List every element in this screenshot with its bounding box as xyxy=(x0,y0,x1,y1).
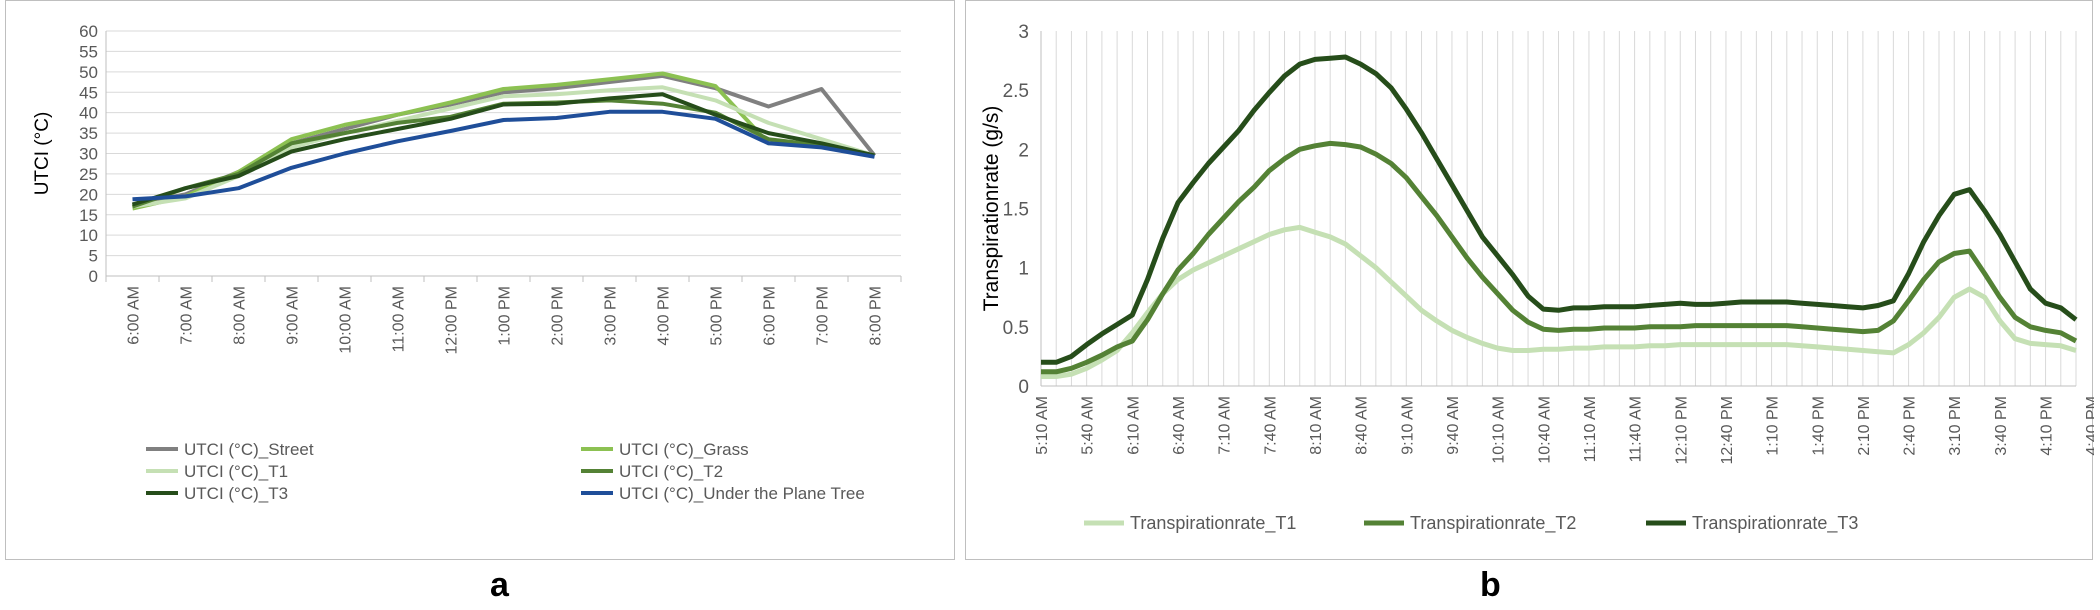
panel-label-b: b xyxy=(1480,566,1501,604)
x-tick-label-b: 12:10 PM xyxy=(1673,396,1690,464)
y-tick-label-b: 1.5 xyxy=(1003,200,1029,221)
y-tick-label-b: 3 xyxy=(1018,22,1029,43)
x-tick-label-a: 12:00 PM xyxy=(444,286,461,354)
y-tick-label-a: 30 xyxy=(79,145,98,164)
y-tick-label-a: 25 xyxy=(79,165,98,184)
x-tick-label-b: 4:40 PM xyxy=(2084,396,2094,456)
x-tick-label-b: 8:10 AM xyxy=(1308,396,1325,455)
x-tick-label-b: 10:40 AM xyxy=(1536,396,1553,464)
series-line-b xyxy=(1041,140,2078,375)
x-tick-label-b: 3:10 PM xyxy=(1947,396,1964,456)
x-tick-label-a: 8:00 PM xyxy=(868,286,885,346)
transpiration-chart: 0 0.5 1 1.5 2 2.5 3 Transpirationrate (g/s) 5:10… xyxy=(980,22,2094,534)
series-line-a xyxy=(132,71,875,211)
series-line-b xyxy=(1041,224,2077,379)
legend-label-b: Transpirationrate_T2 xyxy=(1410,513,1576,534)
y-tick-label-a: 55 xyxy=(79,42,98,61)
x-tick-label-b: 7:10 AM xyxy=(1217,396,1234,455)
y-tick-label-a: 20 xyxy=(79,185,98,204)
legend-label-a: UTCI (°C)_Street xyxy=(184,440,314,459)
chart-panel-b: 0 0.5 1 1.5 2 2.5 3 Transpirationrate (g/s) 5:10… xyxy=(965,0,2094,560)
y-tick-label-b: 1 xyxy=(1018,259,1029,280)
x-tick-label-b: 5:40 AM xyxy=(1080,396,1097,455)
x-tick-label-b: 1:10 PM xyxy=(1765,396,1782,456)
legend-label-a: UTCI (°C)_Under the Plane Tree xyxy=(619,484,865,503)
x-tick-label-b: 2:10 PM xyxy=(1856,396,1873,456)
panel-label-a: a xyxy=(490,566,509,604)
series-line-a xyxy=(132,109,875,202)
y-tick-label-b: 2.5 xyxy=(1003,81,1029,102)
y-tick-label-a: 35 xyxy=(79,124,98,143)
series-line-b xyxy=(1041,54,2078,365)
x-tick-label-b: 9:40 AM xyxy=(1445,396,1462,455)
x-tick-label-b: 3:40 PM xyxy=(1993,396,2010,456)
y-tick-label-a: 10 xyxy=(79,226,98,245)
x-tick-label-b: 11:10 AM xyxy=(1582,396,1599,462)
y-tick-label-b: 0 xyxy=(1018,377,1029,398)
x-tick-label-b: 10:10 AM xyxy=(1491,396,1508,464)
x-tick-label-a: 1:00 PM xyxy=(497,286,514,346)
x-tick-label-b: 12:40 PM xyxy=(1719,396,1736,464)
x-tick-label-b: 6:40 AM xyxy=(1171,396,1188,455)
x-tick-label-b: 7:40 AM xyxy=(1262,396,1279,455)
y-tick-label-a: 45 xyxy=(79,83,98,102)
x-tick-label-b: 6:10 AM xyxy=(1125,396,1142,455)
chart-panel-a: 0 5 10 15 20 25 30 35 40 45 50 55 60 6:00 AM 7:00 AM 8:… xyxy=(5,0,955,560)
x-tick-label-a: 7:00 AM xyxy=(179,286,196,345)
legend-label-a: UTCI (°C)_T3 xyxy=(184,484,288,503)
x-tick-label-b: 5:10 AM xyxy=(1034,396,1051,455)
y-tick-label-a: 50 xyxy=(79,63,98,82)
legend-label-a: UTCI (°C)_Grass xyxy=(619,440,749,459)
y-axis-title-a: UTCI (°C) xyxy=(32,112,53,196)
x-tick-label-b: 8:40 AM xyxy=(1354,396,1371,455)
legend-label-b: Transpirationrate_T3 xyxy=(1692,513,1858,534)
x-tick-label-a: 5:00 PM xyxy=(709,286,726,346)
x-tick-label-b: 2:40 PM xyxy=(1902,396,1919,456)
x-tick-label-a: 3:00 PM xyxy=(603,286,620,346)
x-tick-label-a: 9:00 AM xyxy=(285,286,302,345)
y-tick-label-b: 0.5 xyxy=(1003,318,1029,339)
x-tick-label-a: 6:00 PM xyxy=(762,286,779,346)
x-tick-label-a: 7:00 PM xyxy=(815,286,832,346)
legend-label-b: Transpirationrate_T1 xyxy=(1130,513,1296,534)
x-tick-label-a: 10:00 AM xyxy=(338,286,355,354)
y-axis-title-b: Transpirationrate (g/s) xyxy=(980,106,1003,312)
y-tick-label-a: 15 xyxy=(79,206,98,225)
y-tick-label-a: 5 xyxy=(89,247,98,266)
legend-label-a: UTCI (°C)_T1 xyxy=(184,462,288,481)
x-tick-label-a: 6:00 AM xyxy=(126,286,143,345)
y-tick-label-a: 60 xyxy=(79,22,98,41)
y-tick-label-a: 0 xyxy=(89,267,98,286)
y-tick-label-b: 2 xyxy=(1018,140,1029,161)
x-tick-label-b: 9:10 AM xyxy=(1399,396,1416,455)
legend-label-a: UTCI (°C)_T2 xyxy=(619,462,723,481)
x-tick-label-b: 1:40 PM xyxy=(1810,396,1827,456)
x-tick-label-a: 2:00 PM xyxy=(550,286,567,346)
series-line-a xyxy=(131,92,875,207)
x-tick-label-b: 11:40 AM xyxy=(1628,396,1645,462)
x-tick-label-a: 11:00 AM xyxy=(391,286,408,352)
x-tick-label-a: 4:00 PM xyxy=(656,286,673,346)
y-tick-label-a: 40 xyxy=(79,104,98,123)
x-tick-label-a: 8:00 AM xyxy=(232,286,249,345)
x-tick-label-b: 4:10 PM xyxy=(2039,396,2056,456)
